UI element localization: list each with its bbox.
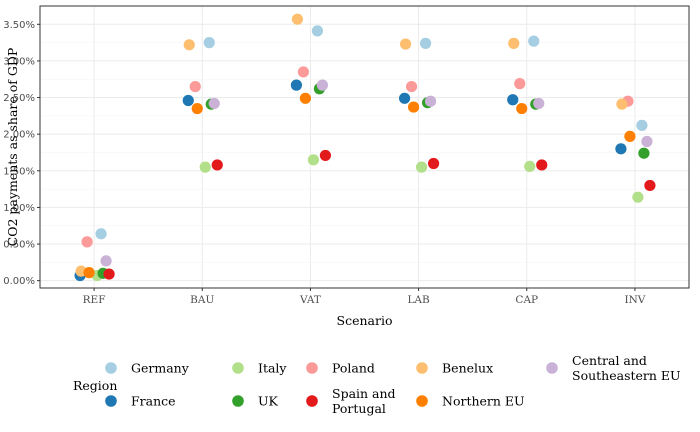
y-tick-label: 2.00% (3, 130, 35, 141)
data-point (299, 92, 312, 104)
y-tick-label: 2.50% (3, 93, 35, 104)
data-point (415, 161, 428, 173)
legend-title: Region (73, 378, 117, 393)
data-point (182, 94, 194, 107)
data-point (103, 268, 115, 280)
data-point (514, 78, 526, 90)
y-tick-label: 3.50% (3, 20, 35, 31)
data-point (81, 236, 93, 248)
data-point (316, 79, 329, 91)
data-point (297, 66, 310, 78)
data-point (100, 255, 112, 267)
x-axis-ticks: REF BAU VAT LAB CAP INV (83, 288, 646, 306)
legend-label: Germany (131, 361, 190, 376)
data-point (632, 191, 644, 203)
data-point (183, 39, 195, 51)
y-axis-ticks: 0.00% 0.50% 1.00% 1.50% 2.00% 2.50% 3.00% 3.50% (3, 20, 40, 287)
data-point (307, 154, 320, 166)
legend-label: Benelux (442, 361, 493, 376)
data-point (291, 13, 304, 25)
plot-border (39, 5, 690, 289)
legend-label: Spain and Portugal (332, 386, 396, 416)
legend-label: Central and Southeastern EU (572, 353, 681, 383)
data-point (641, 135, 653, 148)
data-point (189, 80, 201, 93)
legend-key (232, 362, 244, 374)
data-point (638, 147, 650, 159)
legend-key (546, 362, 558, 374)
y-tick-label: 3.00% (3, 56, 35, 67)
data-point (516, 102, 528, 115)
data-point (199, 161, 211, 173)
legend-key (232, 395, 244, 407)
x-tick-label: BAU (190, 294, 214, 306)
legend-key (416, 395, 428, 407)
x-tick-label: REF (83, 294, 106, 306)
y-axis-title: CO2 payments as share of GDP (5, 48, 20, 247)
y-tick-label: 1.00% (3, 203, 35, 214)
data-point (311, 25, 324, 37)
data-point (616, 98, 628, 110)
data-point (319, 149, 332, 162)
data-point (191, 102, 203, 115)
plot-background (40, 6, 689, 288)
plot-panel (40, 6, 689, 288)
y-tick-label: 0.00% (3, 276, 35, 287)
data-point (211, 159, 223, 171)
data-point (533, 97, 545, 110)
data-point (644, 179, 656, 192)
legend-key (105, 395, 117, 407)
x-tick-label: INV (624, 294, 645, 306)
data-point (524, 160, 536, 173)
data-point (83, 267, 95, 279)
legend-label: Poland (332, 361, 375, 376)
y-tick-label: 0.50% (3, 240, 35, 251)
data-point (507, 94, 519, 106)
data-point (536, 159, 548, 171)
x-tick-label: LAB (407, 294, 430, 306)
x-tick-label: VAT (299, 294, 321, 306)
data-point (95, 228, 107, 240)
legend: Region Germany France Italy UK Poland Spain a… (73, 353, 681, 416)
legend-label: UK (258, 394, 279, 409)
data-points (74, 13, 656, 282)
legend-label: Northern EU (442, 394, 525, 409)
data-point (405, 80, 418, 93)
legend-key (105, 362, 117, 374)
data-point (615, 143, 627, 155)
data-point (427, 157, 440, 170)
legend-key (306, 362, 318, 374)
y-tick-label: 1.50% (3, 166, 35, 177)
data-point (624, 130, 636, 142)
data-point (290, 79, 303, 91)
gridlines (40, 5, 689, 288)
data-point (398, 92, 411, 104)
x-axis-title: Scenario (337, 313, 393, 328)
data-point (424, 95, 437, 107)
data-point (399, 38, 412, 50)
data-point (203, 37, 215, 49)
data-point (208, 97, 220, 110)
data-point (636, 119, 648, 131)
legend-label: France (131, 394, 176, 409)
x-tick-label: CAP (515, 294, 538, 306)
data-point (407, 101, 420, 113)
data-point (419, 37, 432, 49)
legend-key (416, 362, 428, 374)
legend-key (306, 395, 318, 407)
legend-label: Italy (258, 361, 287, 376)
data-point (508, 37, 520, 49)
data-point (528, 35, 540, 47)
